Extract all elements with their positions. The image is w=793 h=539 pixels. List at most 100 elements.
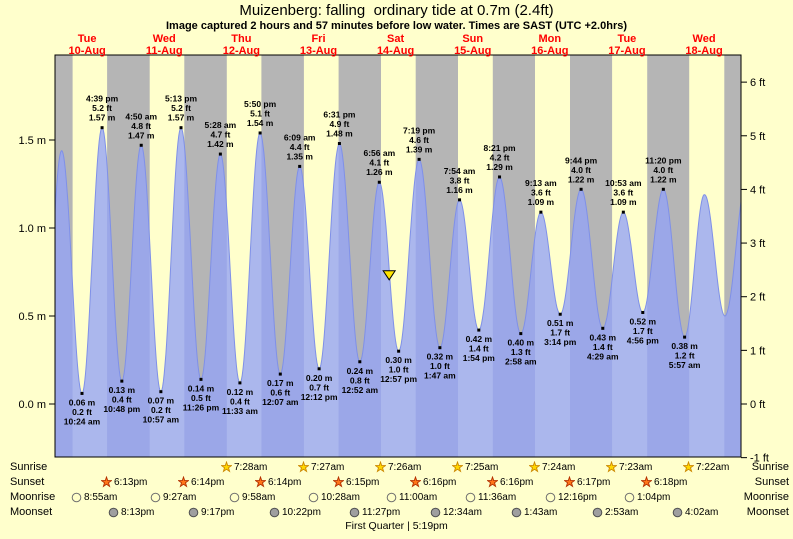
tide-annotation-low-line: 0.20 m [306,373,333,383]
y-axis-label-feet: 2 ft [750,292,765,304]
tide-annotation-high-line: 1.42 m [207,139,234,149]
tide-annotation-low-line: 5:57 am [669,360,701,370]
tide-annotation-high-line: 7:54 am [444,166,476,176]
tide-annotation-high-line: 1.16 m [446,185,473,195]
day-label-name: Thu [231,33,251,45]
tide-annotation-low-line: 2:58 am [505,357,537,367]
sunrise-star-icon [298,461,309,473]
sunrise-star-icon [221,461,232,473]
sunrise-time: 7:27am [311,461,345,473]
moonrise-time: 11:36am [478,491,517,503]
sunrise-row: Sunrise Sunrise 7:28am 7:27am 7:26am 7:25am 7:… [0,460,793,474]
tide-annotation-low-line: 0.24 m [347,366,374,376]
day-label-name: Tue [618,33,637,45]
sunset-event: 6:14pm [255,475,301,489]
tide-point-marker [298,164,302,168]
day-label-name: Sun [462,33,483,45]
tide-annotation-high-line: 1.57 m [168,113,195,123]
tide-annotation-low-line: 0.52 m [630,317,657,327]
y-axis-label-feet: 0 ft [750,399,765,411]
tide-annotation-low-line: 12:52 am [342,385,379,395]
moonrise-event: 12:16pm [545,490,597,504]
tide-annotation-high-line: 4.7 ft [210,130,230,140]
tide-point-marker [317,367,321,371]
moonset-time: 9:17pm [201,506,235,518]
day-label-date: 12-Aug [223,45,260,57]
tide-annotation-high-line: 6:09 am [284,132,316,142]
moonrise-icon [150,492,161,502]
moon-phase-label: First Quarter | 5:19pm [345,520,448,532]
day-label-name: Wed [153,33,176,45]
moonset-time: 2:53am [605,506,639,518]
tide-annotation-low-line: 0.4 ft [112,395,132,405]
moonrise-time: 9:27am [163,491,197,503]
tide-annotation-high-line: 4:39 pm [86,94,119,104]
y-axis-label-feet: 1 ft [750,345,765,357]
moonrise-time: 8:55am [84,491,118,503]
tide-annotation-low-line: 1.4 ft [593,342,613,352]
sunrise-event: 7:24am [529,460,575,474]
tide-annotation-high-line: 4:50 am [125,111,157,121]
day-label-name: Wed [693,33,716,45]
tide-annotation-high-line: 1.22 m [650,174,677,184]
sunset-event: 6:14pm [178,475,224,489]
tide-annotation-low-line: 0.5 ft [191,393,211,403]
sunrise-time: 7:24am [542,461,576,473]
moonrise-time: 10:28am [321,491,360,503]
tide-annotation-high-line: 4.8 ft [131,121,151,131]
tide-annotation-high-line: 1.09 m [528,197,555,207]
day-label-date: 10-Aug [68,45,105,57]
moonrise-row: Moonrise Moonrise 8:55am 9:27am 9:58am 10:28a… [0,490,793,504]
tide-annotation-low-line: 10:24 am [64,416,101,426]
plot-frame [54,54,742,458]
moonrise-time: 11:00am [399,491,438,503]
tide-annotation-high-line: 5.2 ft [171,103,191,113]
tide-annotation-high-line: 1.39 m [406,144,433,154]
tide-annotation-low-line: 0.13 m [109,385,136,395]
tide-annotation-high-line: 1.35 m [286,151,313,161]
moonset-event: 4:02am [672,505,718,519]
sunset-event: 6:13pm [101,475,147,489]
tide-annotation-low-line: 0.6 ft [270,388,290,398]
tide-point-marker [199,377,203,381]
tide-point-marker [80,391,84,395]
tide-point-marker [417,157,421,161]
moonrise-time: 9:58am [242,491,276,503]
moonset-row-label-left: Moonset [10,506,53,518]
tide-point-marker [218,152,222,156]
y-axis-label-feet: 4 ft [750,184,765,196]
tide-point-marker [120,379,124,383]
day-label-name: Sat [387,33,404,45]
moonset-event: 11:27pm [349,505,400,519]
sunset-time: 6:15pm [346,476,380,488]
tide-annotation-high-line: 4.4 ft [290,142,310,152]
tide-annotation-low-line: 0.12 m [227,387,254,397]
tide-annotation-low-line: 1:54 pm [463,353,496,363]
moonrise-icon [624,492,635,502]
tide-annotation-high-line: 4.6 ft [409,135,429,145]
moonset-row: Moonset Moonset 8:13pm 9:17pm 10:22pm 11:27pm… [0,505,793,519]
moonset-event: 12:34am [430,505,482,519]
tide-annotation-low-line: 0.8 ft [350,375,370,385]
tide-annotation-high-line: 3.6 ft [531,188,551,198]
tide-point-marker [621,210,625,214]
tide-point-marker [661,187,665,191]
tide-annotation-high-line: 5:28 am [205,120,237,130]
tide-annotation-low-line: 1.3 ft [511,347,531,357]
day-label-name: Tue [78,33,97,45]
day-label-date: 13-Aug [300,45,337,57]
chart-title: Muizenberg: falling ordinary tide at 0.7… [239,2,554,19]
tide-point-marker [358,360,362,364]
tide-point-marker [477,328,481,332]
tide-annotation-high-line: 10:53 am [605,178,642,188]
tide-annotation-low-line: 12:57 pm [380,374,417,384]
tide-annotation-high-line: 4.0 ft [571,165,591,175]
tide-point-marker [238,381,242,385]
y-axis-label-feet: 6 ft [750,77,765,89]
tide-annotation-low-line: 1.7 ft [633,326,653,336]
moonrise-event: 9:27am [150,490,196,504]
tide-annotation-high-line: 5:50 pm [244,99,277,109]
sunrise-star-icon [683,461,694,473]
sunset-time: 6:16pm [423,476,457,488]
tide-annotation-high-line: 1.48 m [326,129,353,139]
